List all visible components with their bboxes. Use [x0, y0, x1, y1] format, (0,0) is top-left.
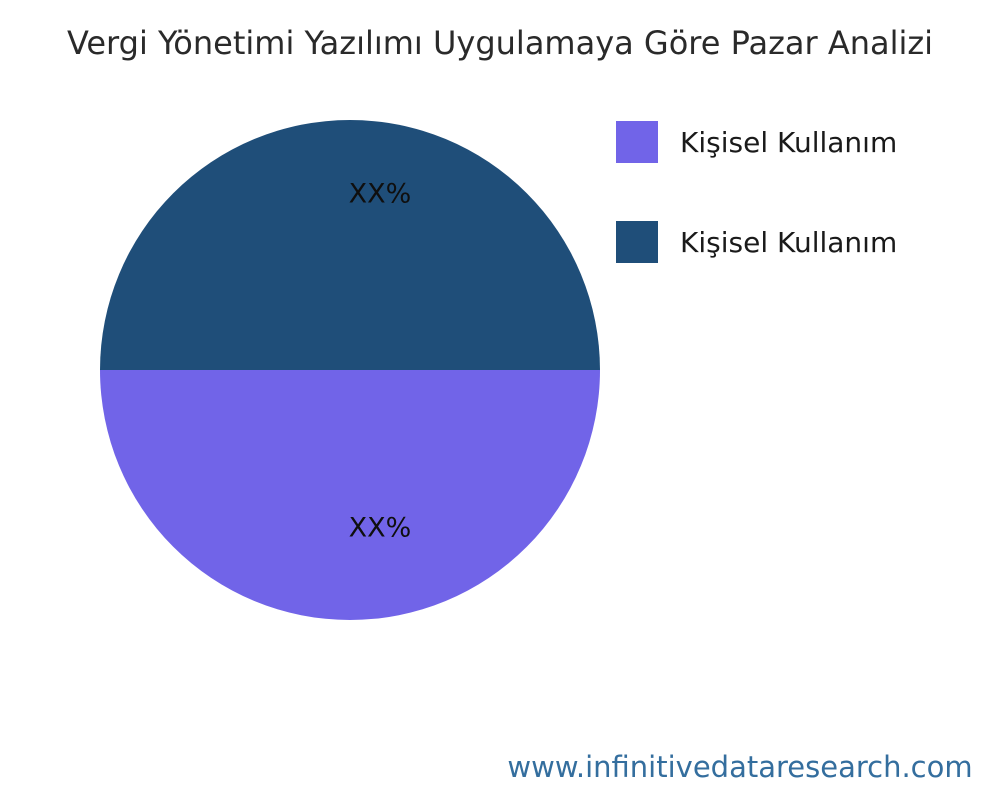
chart-title: Vergi Yönetimi Yazılımı Uygulamaya Göre … [66, 24, 934, 62]
pie-slice-value-label: XX% [349, 512, 412, 543]
legend-swatch [616, 221, 658, 263]
pie-slice-1 [100, 120, 600, 370]
legend: Kişisel Kullanım Kişisel Kullanım [616, 121, 897, 321]
pie-slice-0 [100, 370, 600, 620]
pie-slice-value-label: XX% [349, 178, 412, 209]
legend-item: Kişisel Kullanım [616, 121, 897, 163]
legend-item: Kişisel Kullanım [616, 221, 897, 263]
footer-url[interactable]: www.infinitivedataresearch.com [507, 750, 973, 784]
legend-label: Kişisel Kullanım [680, 225, 898, 259]
legend-label: Kişisel Kullanım [680, 125, 898, 159]
legend-swatch [616, 121, 658, 163]
